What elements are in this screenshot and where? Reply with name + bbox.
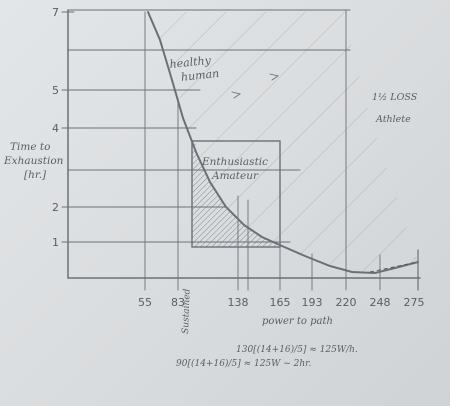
y-tick-labels: 1 2 4 5 7 bbox=[52, 6, 75, 249]
sustained-label: Sustained bbox=[181, 288, 193, 334]
y-tick-label: 4 bbox=[52, 122, 59, 135]
y-tick-label: 1 bbox=[52, 236, 59, 249]
y-tick-label: 5 bbox=[52, 84, 59, 97]
amateur-box bbox=[191, 140, 281, 248]
curve-dashed-extension bbox=[369, 261, 419, 273]
y-tick-label: 2 bbox=[52, 201, 59, 214]
horizontal-grid bbox=[67, 49, 351, 243]
formula-1: 130[(14+16)/5] ≈ 125W/h. bbox=[236, 344, 358, 355]
exhaustion-curve bbox=[147, 11, 419, 275]
athlete-label: 1½ LOSS Athlete bbox=[372, 92, 420, 125]
y-axis-title: Time to Exhaustion [hr.] bbox=[3, 141, 67, 181]
x-tick-label: 275 bbox=[404, 296, 425, 309]
x-tick-label: 83 bbox=[171, 296, 185, 309]
formula-2: 90[(14+16)/5] ≈ 125W ~ 2hr. bbox=[176, 358, 311, 369]
x-tick-labels: 55 83 138 165 193 220 248 275 bbox=[138, 296, 425, 309]
y-tick-label: 7 bbox=[52, 6, 59, 19]
x-tick-label: 193 bbox=[302, 296, 323, 309]
x-axis-title: power to path bbox=[262, 316, 333, 327]
x-tick-label: 138 bbox=[228, 296, 249, 309]
x-tick-label: 248 bbox=[370, 296, 391, 309]
x-tick-label: 220 bbox=[336, 296, 357, 309]
light-hatched-region bbox=[148, 12, 418, 273]
amateur-hatched-region bbox=[192, 141, 282, 247]
arrow-mark bbox=[231, 91, 242, 99]
amateur-label: Enthusiastic Amateur bbox=[201, 156, 271, 182]
arrow-mark bbox=[269, 73, 280, 81]
x-tick-label: 55 bbox=[138, 296, 152, 309]
x-tick-label: 165 bbox=[270, 296, 291, 309]
healthy-human-label: healthy human bbox=[169, 53, 220, 85]
